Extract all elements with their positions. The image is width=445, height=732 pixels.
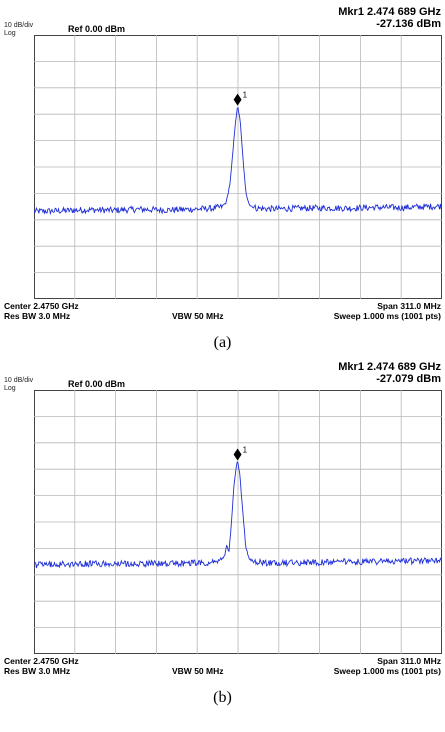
spectrum-plot-svg: -10.0-20.0-30.0-40.0-50.0-60.0-70.0-80.0…: [34, 390, 442, 654]
marker-frequency: Mkr1 2.474 689 GHz: [338, 361, 441, 373]
center-frequency: Center 2.4750 GHz: [4, 301, 79, 311]
spectrum-panel-b: Mkr1 2.474 689 GHz -27.079 dBm 10 dB/div…: [0, 355, 445, 685]
reference-level: Ref 0.00 dBm: [68, 379, 126, 389]
caption-a: (a): [213, 334, 232, 351]
scale-per-div: 10 dB/div: [4, 22, 34, 29]
scale-mode: Log: [4, 385, 16, 392]
marker-diamond: [233, 93, 242, 106]
scale-label: 10 dB/div Log: [4, 377, 33, 393]
marker-readout: Mkr1 2.474 689 GHz -27.136 dBm: [338, 6, 441, 30]
spectrum-plot-svg: -10.0-20.0-30.0-40.0-50.0-60.0-70.0-80.0…: [34, 35, 442, 299]
frequency-span: Span 311.0 MHz: [377, 301, 441, 311]
resolution-bandwidth: Res BW 3.0 MHz: [4, 666, 71, 676]
marker-number: 1: [243, 91, 248, 100]
scale-label: 10 dB/div Log: [4, 22, 33, 38]
center-frequency: Center 2.4750 GHz: [4, 656, 79, 666]
marker-amplitude: -27.079 dBm: [376, 373, 441, 385]
marker-number: 1: [243, 445, 248, 454]
marker-frequency: Mkr1 2.474 689 GHz: [338, 6, 441, 18]
video-bandwidth: VBW 50 MHz: [172, 666, 224, 676]
spectrum-trace: [34, 461, 442, 569]
spectrum-trace: [34, 106, 442, 216]
resolution-bandwidth: Res BW 3.0 MHz: [4, 311, 71, 321]
scale-per-div: 10 dB/div: [4, 377, 34, 384]
marker-diamond: [233, 448, 242, 461]
spectrum-plot: -10.0-20.0-30.0-40.0-50.0-60.0-70.0-80.0…: [34, 390, 442, 654]
reference-level: Ref 0.00 dBm: [68, 24, 126, 34]
marker-amplitude: -27.136 dBm: [376, 18, 441, 30]
spectrum-plot: -10.0-20.0-30.0-40.0-50.0-60.0-70.0-80.0…: [34, 35, 442, 299]
scale-mode: Log: [4, 30, 16, 37]
caption-b: (b): [213, 689, 232, 706]
marker-readout: Mkr1 2.474 689 GHz -27.079 dBm: [338, 361, 441, 385]
sweep-time: Sweep 1.000 ms (1001 pts): [333, 666, 441, 676]
video-bandwidth: VBW 50 MHz: [172, 311, 224, 321]
frequency-span: Span 311.0 MHz: [377, 656, 441, 666]
spectrum-panel-a: Mkr1 2.474 689 GHz -27.136 dBm 10 dB/div…: [0, 0, 445, 330]
sweep-time: Sweep 1.000 ms (1001 pts): [333, 311, 441, 321]
